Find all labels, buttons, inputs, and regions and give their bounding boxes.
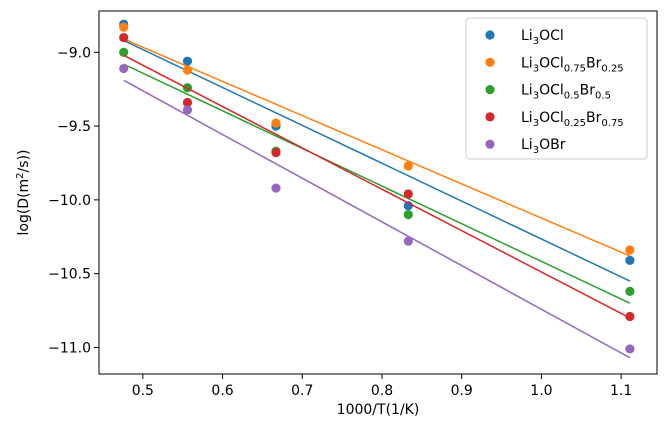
y-tick-label: −9.5 <box>57 119 91 135</box>
legend-label: Li3OCl <box>521 28 564 47</box>
data-point <box>182 97 193 108</box>
legend-label: Li3OCl0.25Br0.75 <box>521 110 624 129</box>
axis-ticks: 0.5 0.6 0.7 0.8 0.9 1.0 1.1 −9.0 −9.5 −10.0 −10.5 −… <box>48 45 632 399</box>
x-axis-label: 1000/T(1/K) <box>337 402 420 418</box>
series-4 <box>119 63 635 359</box>
series-3 <box>119 32 635 322</box>
legend-item: Li3OBr <box>485 137 566 156</box>
data-point <box>403 189 413 199</box>
x-tick-label: 1.1 <box>610 383 632 399</box>
data-point <box>625 311 635 322</box>
legend-label: Li3OBr <box>521 137 566 156</box>
data-point <box>119 32 129 43</box>
data-point <box>403 236 413 246</box>
data-point <box>403 161 413 171</box>
data-point <box>119 63 129 74</box>
data-point <box>625 245 635 255</box>
data-point <box>271 118 281 128</box>
legend-marker <box>485 57 495 67</box>
y-tick-label: −10.5 <box>48 267 91 283</box>
legend-marker <box>485 139 495 149</box>
plot-frame <box>98 10 658 375</box>
x-tick-label: 0.9 <box>451 383 473 399</box>
data-point <box>625 255 635 265</box>
legend-box <box>465 17 648 160</box>
legend-marker <box>485 112 495 122</box>
legend-item: Li3OCl0.75Br0.25 <box>485 55 624 74</box>
fit-line-0 <box>123 39 631 282</box>
legend-marker <box>485 30 495 40</box>
x-tick-label: 0.8 <box>371 383 393 399</box>
x-tick-label: 1.0 <box>530 383 552 399</box>
fit-line-2 <box>123 63 631 304</box>
fit-line-3 <box>123 54 631 319</box>
legend-item: Li3OCl0.5Br0.5 <box>485 83 611 102</box>
data-point <box>271 148 281 158</box>
legend-label: Li3OCl0.5Br0.5 <box>521 83 611 102</box>
data-point <box>182 65 193 75</box>
x-tick-label: 0.6 <box>211 383 233 399</box>
data-point <box>625 344 635 354</box>
data-point <box>182 56 193 66</box>
data-point <box>119 22 129 32</box>
y-axis-label: log(D(m2/s)) <box>15 150 32 236</box>
legend: Li3OCl Li3OCl0.75Br0.25 Li3OCl0.5Br0.5 Li3O… <box>465 17 648 160</box>
fit-line-4 <box>123 79 631 359</box>
series-1 <box>119 22 635 257</box>
plot-area <box>119 19 635 359</box>
data-point <box>271 183 281 193</box>
fit-line-1 <box>123 38 631 257</box>
data-point <box>182 105 193 115</box>
legend-label: Li3OCl0.75Br0.25 <box>521 55 624 74</box>
data-point <box>625 286 635 296</box>
y-tick-label: −10.0 <box>48 193 91 209</box>
legend-item: Li3OCl <box>485 28 564 47</box>
legend-marker <box>485 85 495 95</box>
y-tick-label: −11.0 <box>48 340 91 356</box>
y-tick-label: −9.0 <box>57 45 91 61</box>
data-point <box>403 210 413 220</box>
x-tick-label: 0.7 <box>291 383 313 399</box>
data-point <box>119 47 129 57</box>
legend-item: Li3OCl0.25Br0.75 <box>485 110 624 129</box>
x-tick-label: 0.5 <box>132 383 154 399</box>
